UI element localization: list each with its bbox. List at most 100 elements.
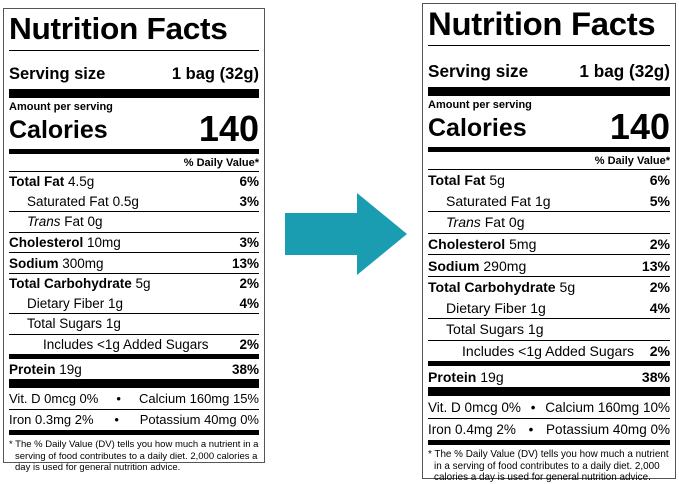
nutrient-daily-value: 38% (641, 368, 670, 385)
nutrient-name: Dietary Fiber (446, 299, 527, 316)
minerals-list: Vit. D 0mcg 0% • Calcium 160mg 15% Iron 0.3… (9, 388, 259, 430)
daily-value-header: % Daily Value* (594, 154, 670, 167)
mineral-bullet: • (530, 399, 536, 415)
medium-divider (428, 146, 670, 152)
nutrient-amount: 5g (489, 172, 505, 189)
nutrition-label-after: Nutrition Facts Serving size 1 bag (32g) Am… (422, 3, 676, 483)
nutrient-name: Total Sugars (27, 316, 103, 332)
nutrient-name: Sodium (9, 255, 59, 271)
mineral-row: Vit. D 0mcg 0% • Calcium 160mg 10% (428, 396, 670, 418)
nutrient-daily-value: 3% (239, 193, 259, 209)
nutrient-name: Protein (428, 368, 477, 385)
nutrient-name: Total Fat (9, 174, 65, 190)
nutrient-row: Total Fat 4.5g 6% (9, 171, 259, 192)
nutrient-name-group: Total Sugars 1g (428, 321, 544, 337)
nutrient-name-group: Total Carbohydrate 5g (428, 279, 575, 295)
nutrient-name: Includes <1g Added Sugars (43, 337, 209, 353)
footnote: * The % Daily Value (DV) tells you how m… (9, 439, 259, 474)
nutrient-name: Total Sugars (446, 321, 524, 338)
thick-divider (428, 386, 670, 397)
nutrient-amount: 10mg (87, 235, 121, 251)
nutrient-daily-value: 2% (239, 276, 259, 292)
nutrient-name-group: Total Fat 5g (428, 172, 505, 188)
nutrient-name-suffix: Fat (60, 214, 84, 230)
calories-label: Calories (9, 116, 108, 144)
mineral-row: Iron 0.3mg 2% • Potassium 40mg 0% (9, 408, 259, 431)
nutrient-amount: 0.5g (112, 193, 139, 209)
mineral-row: Iron 0.4mg 2% • Potassium 40mg 0% (428, 417, 670, 441)
medium-divider (9, 149, 259, 154)
nutrient-amount: 4.5g (68, 174, 95, 190)
thick-divider (428, 440, 670, 446)
nutrient-row: Total Sugars 1g (9, 313, 259, 334)
nutrient-name: Total Carbohydrate (428, 279, 556, 296)
nutrient-row: Total Fat 5g 6% (428, 168, 670, 191)
nutrient-amount: 1g (534, 192, 551, 209)
mineral-left: Iron 0.4mg 2% (428, 422, 516, 438)
calories-label: Calories (428, 113, 527, 142)
nutrient-daily-value: 2% (239, 337, 259, 353)
nutrient-name-group: Protein 19g (428, 369, 504, 385)
nutrient-row: Saturated Fat 0.5g 3% (9, 192, 259, 212)
nutrient-amount: 5mg (509, 235, 537, 252)
nutrient-name-group: Trans Fat 0g (9, 214, 103, 229)
nutrient-amount: 0g (87, 214, 103, 230)
nutrient-amount: 1g (105, 316, 121, 332)
nutrient-row: Includes <1g Added Sugars 2% (428, 339, 670, 362)
nutrient-daily-value: 2% (649, 342, 670, 359)
serving-size-label: Serving size (428, 60, 529, 81)
nutrient-daily-value: 2% (649, 235, 670, 252)
nutrient-name: Saturated Fat (446, 192, 532, 209)
nutrient-amount: 290mg (483, 257, 527, 274)
right-arrow-icon (285, 193, 407, 275)
nutrient-name: Cholesterol (428, 235, 506, 252)
mineral-left: Vit. D 0mcg 0% (428, 399, 521, 415)
nutrient-name-group: Trans Fat 0g (428, 214, 525, 230)
nutrient-amount: 5g (135, 276, 151, 292)
nutrient-name-group: Saturated Fat 0.5g (9, 194, 139, 209)
nutrient-row: Dietary Fiber 1g 4% (9, 294, 259, 314)
label-title: Nutrition Facts (9, 11, 228, 46)
nutrient-name-group: Total Fat 4.5g (9, 174, 94, 189)
mineral-bullet: • (116, 390, 121, 406)
nutrient-name: Trans (446, 214, 481, 231)
mineral-right: Calcium 160mg 10% (545, 399, 670, 415)
nutrient-amount: 1g (530, 299, 546, 316)
nutrient-row: Cholesterol 5mg 2% (428, 232, 670, 255)
nutrient-row: Includes <1g Added Sugars 2% (9, 333, 259, 355)
serving-size-value: 1 bag (32g) (579, 60, 670, 81)
nutrient-daily-value: 6% (239, 174, 259, 190)
amount-per-serving: Amount per serving (428, 98, 532, 111)
nutrient-daily-value: 2% (649, 279, 670, 296)
nutrient-name-suffix: Fat (480, 214, 505, 231)
nutrient-amount: 1g (527, 321, 544, 338)
nutrient-row: Sodium 290mg 13% (428, 254, 670, 276)
minerals-list: Vit. D 0mcg 0% • Calcium 160mg 10% Iron 0.4… (428, 396, 670, 440)
nutrient-row: Protein 19g 38% (428, 361, 670, 387)
nutrient-name: Total Fat (428, 172, 486, 189)
nutrient-amount: 1g (108, 295, 124, 311)
nutrient-name-group: Cholesterol 10mg (9, 235, 121, 250)
nutrient-name: Trans (27, 214, 61, 230)
nutrient-amount: 19g (480, 368, 504, 385)
nutrient-row: Trans Fat 0g (9, 211, 259, 232)
mineral-row: Vit. D 0mcg 0% • Calcium 160mg 15% (9, 388, 259, 409)
mineral-left: Iron 0.3mg 2% (9, 412, 94, 428)
nutrient-name-group: Sodium 300mg (9, 256, 104, 271)
calories-value: 140 (198, 108, 259, 149)
nutrient-name-group: Dietary Fiber 1g (9, 296, 123, 311)
nutrient-name: Sodium (428, 257, 480, 274)
daily-value-header: % Daily Value* (183, 157, 259, 169)
thick-divider (9, 430, 259, 436)
nutrient-name-group: Dietary Fiber 1g (428, 300, 546, 316)
nutrient-daily-value: 38% (231, 361, 259, 377)
divider (428, 45, 670, 46)
nutrient-row: Protein 19g 38% (9, 354, 259, 379)
nutrient-name-group: Protein 19g (9, 362, 82, 377)
nutrient-name: Protein (9, 361, 56, 377)
nutrition-label-before: Nutrition Facts Serving size 1 bag (32g) Am… (3, 8, 265, 473)
nutrient-name-group: Saturated Fat 1g (428, 193, 551, 209)
nutrient-name: Total Carbohydrate (9, 276, 132, 292)
nutrient-list: Total Fat 5g 6% Saturated Fat 1g 5% Trans Fa… (428, 168, 670, 387)
mineral-right: Calcium 160mg 15% (139, 390, 259, 406)
